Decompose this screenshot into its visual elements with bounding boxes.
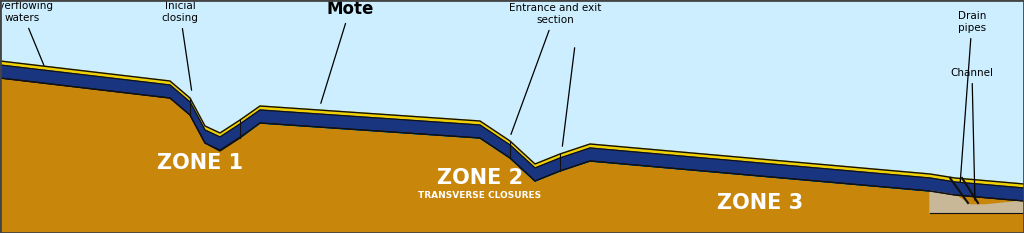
Polygon shape	[930, 191, 1024, 213]
Text: ZONE 1: ZONE 1	[157, 153, 243, 173]
Text: Inicial
closing: Inicial closing	[162, 1, 199, 90]
Text: ZONE 2: ZONE 2	[437, 168, 523, 188]
Polygon shape	[0, 65, 1024, 201]
Polygon shape	[240, 123, 930, 191]
Text: Channel: Channel	[950, 68, 993, 200]
Text: Drain
pipes: Drain pipes	[957, 11, 986, 182]
Polygon shape	[0, 0, 1024, 184]
Text: Overflowing
waters: Overflowing waters	[0, 1, 53, 65]
Text: Mote: Mote	[321, 0, 374, 103]
Text: ZONE 3: ZONE 3	[717, 193, 803, 213]
Text: TRANSVERSE CLOSURES: TRANSVERSE CLOSURES	[419, 191, 542, 199]
Polygon shape	[0, 61, 1024, 188]
Polygon shape	[0, 78, 1024, 233]
Text: Entrance and exit
section: Entrance and exit section	[509, 3, 601, 134]
